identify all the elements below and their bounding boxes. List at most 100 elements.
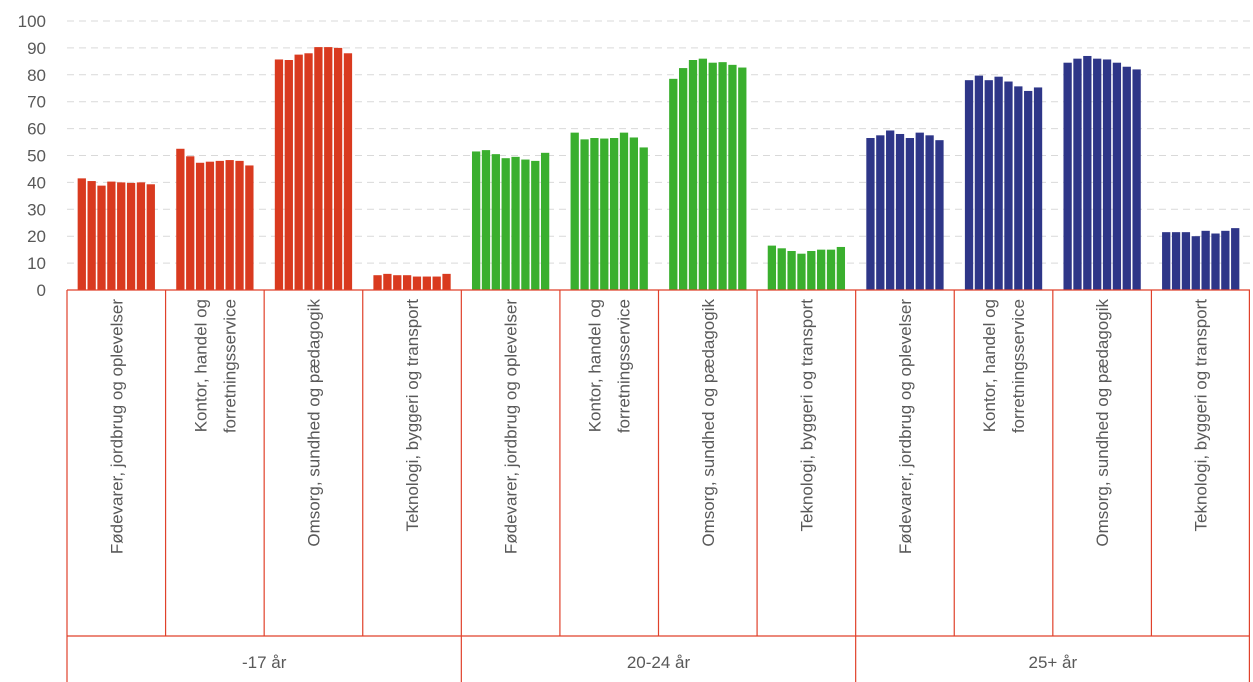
y-tick-label-60: 60 <box>27 120 46 139</box>
y-tick-label-20: 20 <box>27 227 46 246</box>
bar-g0-c0-0 <box>77 178 86 290</box>
y-tick-label-30: 30 <box>27 200 46 219</box>
bar-g2-c0-2 <box>886 130 895 290</box>
bar-g1-c1-2 <box>590 138 599 290</box>
bar-g1-c2-5 <box>718 62 727 291</box>
category-label: Omsorg, sundhed og pædagogik <box>699 299 718 547</box>
bar-g1-c3-5 <box>817 249 826 290</box>
bar-g2-c1-3 <box>994 76 1003 290</box>
bar-g0-c0-7 <box>146 184 155 290</box>
bar-g1-c0-4 <box>511 156 520 290</box>
bar-g0-c3-1 <box>383 273 392 290</box>
bar-g2-c2-3 <box>1093 58 1102 290</box>
bar-g1-c0-3 <box>501 158 510 290</box>
bar-g1-c0-0 <box>471 151 481 290</box>
bar-g0-c3-6 <box>432 276 441 290</box>
bar-g0-c1-7 <box>245 165 254 290</box>
category-label: Teknologi, byggeri og transport <box>797 299 816 532</box>
bar-g2-c2-1 <box>1073 58 1082 290</box>
bar-g0-c0-4 <box>117 182 126 290</box>
bar-g2-c3-4 <box>1201 230 1210 290</box>
bar-g1-c1-4 <box>609 138 619 290</box>
bar-g1-c1-6 <box>629 137 638 290</box>
bar-g2-c1-7 <box>1033 87 1043 291</box>
bar-g1-c3-0 <box>767 245 777 290</box>
bar-g0-c2-3 <box>304 53 313 290</box>
category-label: Kontor, handel og forretningsservice <box>586 299 634 433</box>
group-label: 25+ år <box>1028 653 1077 672</box>
bar-g1-c3-4 <box>807 250 816 290</box>
bar-g1-c2-0 <box>669 78 678 291</box>
bar-g2-c2-4 <box>1102 59 1112 291</box>
group-labels: -17 år 20-24 år 25+ år <box>242 653 1078 672</box>
y-tick-label-90: 90 <box>27 39 46 58</box>
bar-g2-c3-2 <box>1181 232 1191 290</box>
category-label: Fødevarer, jordbrug og oplevelser <box>896 299 915 554</box>
category-label: Teknologi, byggeri og transport <box>403 299 422 532</box>
bar-g0-c1-3 <box>205 161 215 290</box>
bar-g1-c1-3 <box>600 138 609 290</box>
bar-g1-c1-1 <box>580 139 589 290</box>
bar-g2-c3-5 <box>1211 233 1220 290</box>
bar-g1-c1-0 <box>570 132 579 290</box>
bar-g0-c3-2 <box>393 275 402 290</box>
category-label: Teknologi, byggeri og transport <box>1192 299 1211 532</box>
bar-g2-c3-1 <box>1171 232 1181 290</box>
y-tick-label-70: 70 <box>27 93 46 112</box>
bar-g0-c3-7 <box>442 273 451 290</box>
y-tick-label-100: 100 <box>18 12 46 31</box>
y-tick-label-0: 0 <box>37 281 46 300</box>
bar-g2-c3-7 <box>1231 228 1240 290</box>
bar-g2-c0-1 <box>876 135 885 290</box>
bar-g2-c1-6 <box>1024 90 1033 290</box>
y-tick-label-10: 10 <box>27 254 46 273</box>
bar-g1-c0-7 <box>540 152 550 290</box>
bar-g1-c0-2 <box>491 154 500 290</box>
bar-g1-c2-2 <box>688 60 698 290</box>
category-labels: Fødevarer, jordbrug og oplevelser Kontor,… <box>107 299 1210 555</box>
y-axis-tick-labels: 0 10 20 30 40 50 60 70 80 90 100 <box>18 12 46 300</box>
bar-g1-c2-3 <box>698 58 708 290</box>
bar-g2-c3-6 <box>1221 230 1230 290</box>
bar-g0-c2-4 <box>314 47 323 290</box>
bar-g0-c2-7 <box>343 53 353 290</box>
bar-g0-c3-0 <box>373 275 382 290</box>
bar-g2-c2-5 <box>1112 62 1122 290</box>
bar-g0-c1-1 <box>186 156 195 290</box>
y-tick-label-80: 80 <box>27 66 46 85</box>
bar-g1-c0-5 <box>521 159 530 290</box>
bar-g2-c3-3 <box>1191 236 1200 290</box>
bar-g0-c0-2 <box>97 185 106 290</box>
bar-g2-c0-0 <box>866 138 875 290</box>
y-tick-label-50: 50 <box>27 147 46 166</box>
bar-g2-c1-1 <box>974 75 984 291</box>
bar-g2-c2-0 <box>1063 62 1072 290</box>
bar-g0-c0-5 <box>126 182 136 290</box>
bar-g1-c2-6 <box>728 64 737 290</box>
bar-g1-c0-6 <box>531 160 540 290</box>
bar-g0-c0-6 <box>136 182 146 290</box>
x-axis <box>66 289 1251 682</box>
bar-g2-c1-0 <box>964 80 974 291</box>
bar-g2-c0-6 <box>925 135 934 290</box>
bar-g2-c0-5 <box>915 132 924 290</box>
bar-g0-c2-6 <box>333 47 343 291</box>
bar-g2-c2-2 <box>1083 55 1092 290</box>
bar-g0-c3-3 <box>402 275 412 290</box>
bar-g0-c2-1 <box>284 60 293 290</box>
bar-g0-c1-2 <box>195 162 205 290</box>
group-label: 20-24 år <box>627 653 691 672</box>
category-label: Omsorg, sundhed og pædagogik <box>1093 299 1112 547</box>
category-label: Kontor, handel og forretningsservice <box>191 299 239 433</box>
category-label: Fødevarer, jordbrug og oplevelser <box>502 299 521 554</box>
bar-g1-c3-2 <box>787 250 796 290</box>
bars <box>77 47 1240 291</box>
bar-g1-c2-7 <box>738 67 747 290</box>
category-label: Omsorg, sundhed og pædagogik <box>304 299 323 547</box>
bar-g1-c2-1 <box>679 68 688 290</box>
bar-g1-c0-1 <box>481 150 491 290</box>
bar-g0-c1-4 <box>215 160 224 290</box>
bar-g0-c1-6 <box>235 160 244 290</box>
bar-g0-c2-5 <box>324 47 333 290</box>
